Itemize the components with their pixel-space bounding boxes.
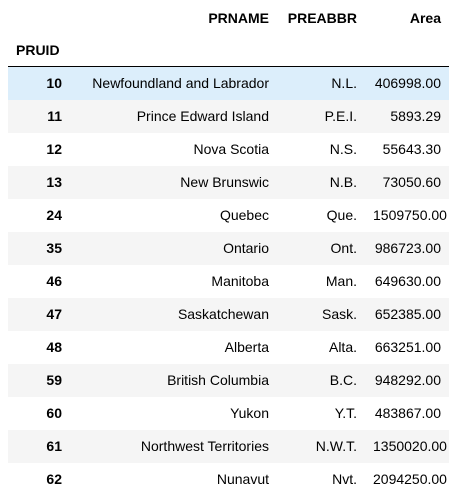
- table-body: 10 Newfoundland and Labrador N.L. 406998.00…: [8, 66, 449, 496]
- row-index-pruid: 47: [46, 306, 62, 322]
- index-header-blank: [365, 34, 449, 67]
- column-header-area: Area: [409, 10, 441, 26]
- cell-area: 663251.00: [374, 339, 441, 355]
- cell-area: 986723.00: [374, 240, 441, 256]
- cell-prname: Alberta: [224, 339, 269, 355]
- cell-prname: Manitoba: [211, 273, 269, 289]
- table-row: 24 Quebec Que. 1509750.00: [8, 199, 449, 232]
- row-index-pruid: 12: [46, 141, 62, 157]
- cell-area: 2094250.00: [373, 471, 447, 487]
- table-row: 11 Prince Edward Island P.E.I. 5893.29: [8, 99, 449, 133]
- index-header-blank: [277, 34, 365, 67]
- cell-preabbr: P.E.I.: [324, 108, 357, 124]
- cell-preabbr: Que.: [326, 207, 357, 223]
- table-row: 13 New Brunswic N.B. 73050.60: [8, 165, 449, 199]
- cell-preabbr: N.L.: [331, 75, 357, 92]
- cell-prname: Nunavut: [216, 471, 269, 487]
- cell-area: 5893.29: [390, 108, 441, 124]
- cell-area: 483867.00: [374, 405, 441, 421]
- cell-prname: Ontario: [223, 240, 269, 256]
- row-index-pruid: 59: [46, 372, 62, 388]
- row-index-pruid: 61: [46, 438, 62, 454]
- table-header: PRNAME PREABBR Area PRUID: [8, 2, 449, 67]
- header-blank-cell: [8, 2, 70, 34]
- cell-area: 652385.00: [374, 306, 441, 322]
- index-header-row: PRUID: [8, 34, 449, 67]
- table-row: 61 Northwest Territories N.W.T. 1350020.00: [8, 429, 449, 463]
- cell-area: 1509750.00: [373, 207, 447, 223]
- cell-preabbr: Y.T.: [334, 405, 357, 421]
- column-header-row: PRNAME PREABBR Area: [8, 2, 449, 34]
- index-header-blank: [70, 34, 277, 67]
- table-row: 35 Ontario Ont. 986723.00: [8, 231, 449, 265]
- cell-area: 649630.00: [374, 273, 441, 289]
- cell-prname: New Brunswic: [180, 174, 269, 190]
- cell-preabbr: N.B.: [329, 174, 357, 190]
- table-row: 46 Manitoba Man. 649630.00: [8, 265, 449, 298]
- cell-preabbr: N.W.T.: [315, 438, 357, 454]
- cell-area: 406998.00: [374, 75, 441, 92]
- cell-preabbr: Alta.: [328, 339, 357, 355]
- index-name-header: PRUID: [8, 34, 70, 67]
- cell-area: 73050.60: [382, 174, 441, 190]
- table-row: 10 Newfoundland and Labrador N.L. 406998.00: [8, 66, 449, 100]
- cell-prname: Quebec: [219, 207, 269, 223]
- row-index-pruid: 13: [46, 174, 62, 190]
- cell-prname: Northwest Territories: [140, 438, 269, 454]
- table-row: 48 Alberta Alta. 663251.00: [8, 331, 449, 364]
- row-index-pruid: 46: [46, 273, 62, 289]
- row-index-pruid: 35: [46, 240, 62, 256]
- row-index-pruid: 24: [46, 207, 62, 223]
- table-row: 60 Yukon Y.T. 483867.00: [8, 397, 449, 430]
- row-index-pruid: 10: [46, 75, 62, 92]
- cell-area: 1350020.00: [373, 438, 447, 454]
- row-index-pruid: 11: [47, 108, 62, 124]
- cell-area: 948292.00: [374, 372, 441, 388]
- column-header-preabbr: PREABBR: [287, 10, 357, 26]
- row-index-pruid: 48: [46, 339, 62, 355]
- row-index-pruid: 60: [46, 405, 62, 421]
- cell-prname: Prince Edward Island: [136, 108, 269, 124]
- cell-preabbr: N.S.: [329, 141, 357, 157]
- cell-preabbr: Ont.: [330, 240, 357, 256]
- cell-preabbr: Man.: [325, 273, 357, 289]
- cell-prname: Newfoundland and Labrador: [92, 75, 269, 92]
- dataframe-table: PRNAME PREABBR Area PRUID 10 Newfoundland…: [8, 2, 449, 496]
- cell-prname: Nova Scotia: [193, 141, 269, 157]
- row-index-pruid: 62: [46, 471, 62, 487]
- table-row: 59 British Columbia B.C. 948292.00: [8, 363, 449, 397]
- cell-prname: Yukon: [230, 405, 269, 421]
- cell-preabbr: Nvt.: [332, 471, 357, 487]
- cell-prname: British Columbia: [167, 372, 269, 388]
- table-row: 62 Nunavut Nvt. 2094250.00: [8, 463, 449, 496]
- column-header-prname: PRNAME: [208, 10, 269, 26]
- cell-area: 55643.30: [382, 141, 441, 157]
- cell-preabbr: B.C.: [329, 372, 357, 388]
- cell-preabbr: Sask.: [321, 306, 357, 322]
- cell-prname: Saskatchewan: [177, 306, 269, 322]
- table-row: 12 Nova Scotia N.S. 55643.30: [8, 133, 449, 166]
- table-row: 47 Saskatchewan Sask. 652385.00: [8, 297, 449, 331]
